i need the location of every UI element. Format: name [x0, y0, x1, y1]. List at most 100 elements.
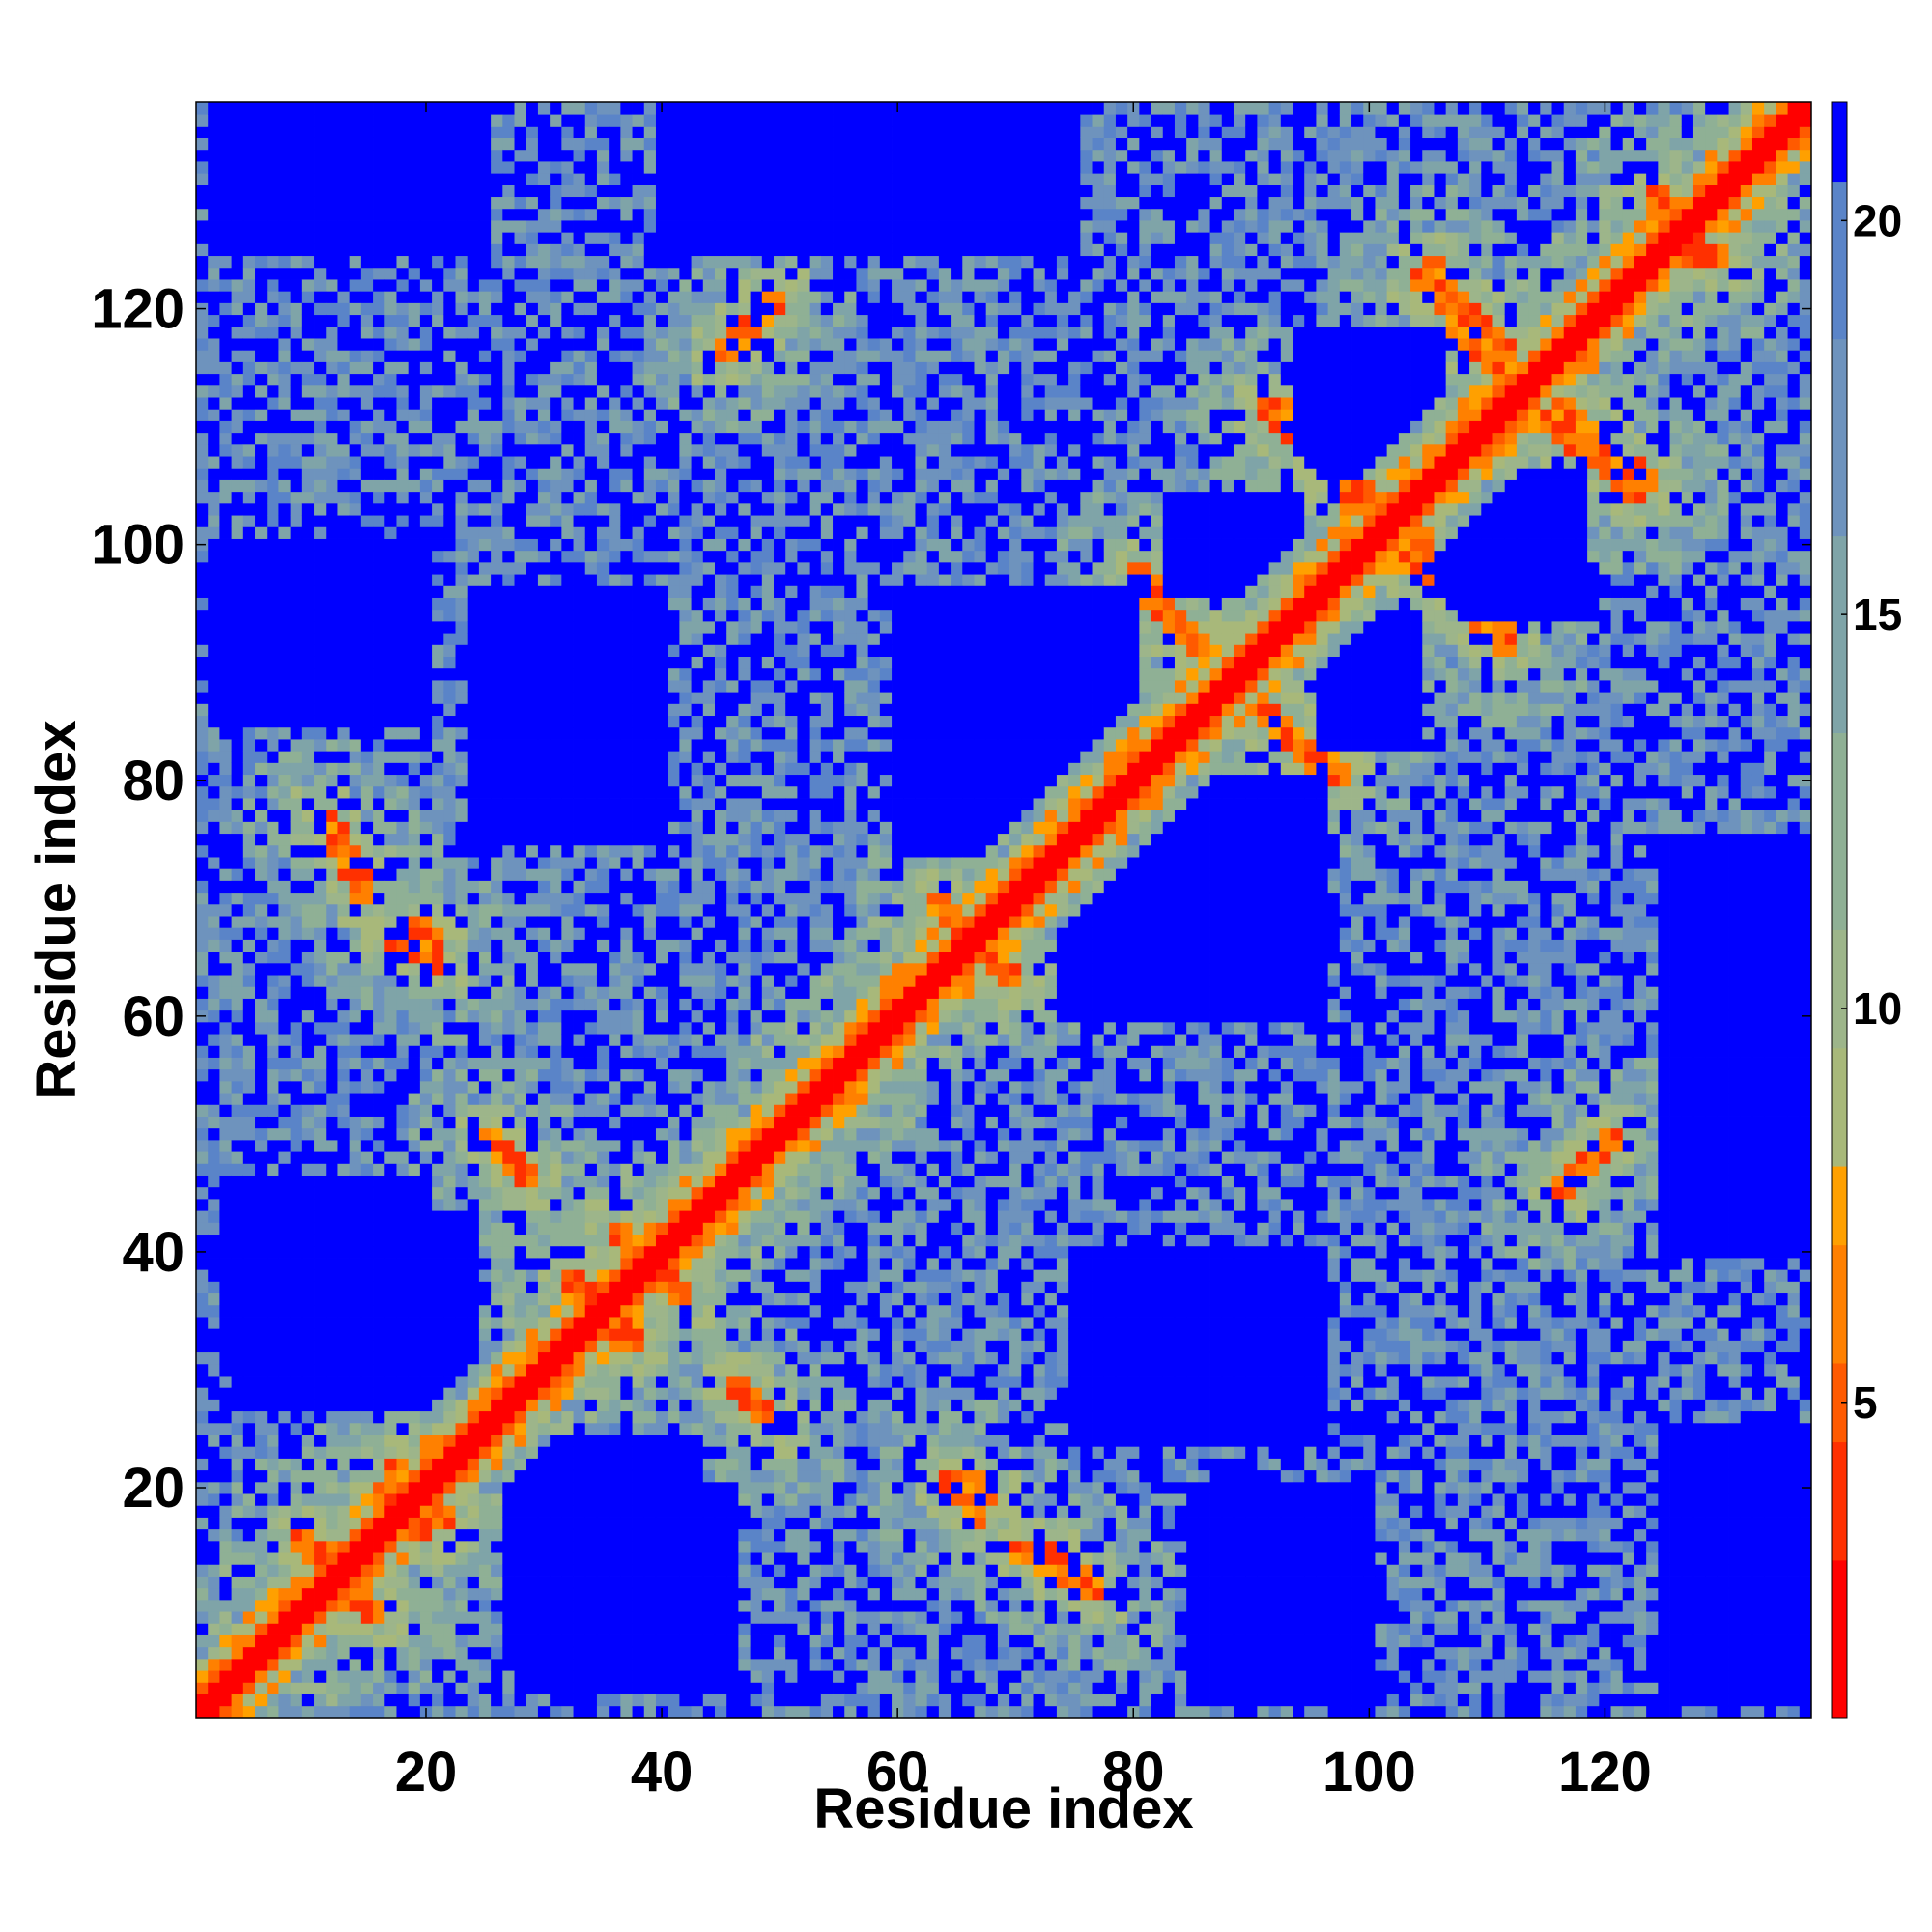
heatmap-cell — [609, 1576, 621, 1589]
heatmap-cell — [196, 986, 209, 999]
heatmap-cell — [502, 491, 515, 504]
heatmap-cell — [573, 384, 586, 398]
heatmap-cell — [408, 1009, 421, 1023]
heatmap-cell — [196, 1517, 209, 1530]
heatmap-cell — [219, 903, 233, 917]
heatmap-cell — [491, 196, 503, 210]
heatmap-cell — [396, 326, 410, 339]
heatmap-cell — [584, 1469, 598, 1483]
heatmap-cell — [443, 1116, 456, 1129]
heatmap-cell — [290, 161, 303, 174]
heatmap-cell — [537, 1093, 551, 1105]
heatmap-cell — [561, 998, 574, 1011]
heatmap-cell — [432, 892, 444, 905]
heatmap-cell — [550, 1576, 562, 1589]
heatmap-cell — [301, 1435, 315, 1447]
heatmap-cell — [290, 833, 303, 846]
heatmap-cell — [514, 1493, 527, 1506]
heatmap-cell — [467, 1658, 480, 1671]
heatmap-cell — [219, 491, 233, 504]
heatmap-cell — [408, 173, 421, 185]
heatmap-cell — [314, 821, 327, 835]
heatmap-cell — [467, 1670, 480, 1683]
heatmap-cell — [419, 821, 433, 835]
heatmap-cell — [196, 196, 209, 210]
heatmap-cell — [526, 1469, 539, 1483]
heatmap-cell — [208, 255, 220, 269]
heatmap-cell — [337, 1552, 351, 1565]
heatmap-cell — [219, 432, 233, 445]
heatmap-cell — [242, 502, 256, 516]
heatmap-cell — [219, 1163, 233, 1176]
heatmap-cell — [373, 962, 385, 976]
heatmap-cell — [620, 1057, 633, 1070]
heatmap-cell — [573, 1363, 586, 1377]
heatmap-cell — [408, 1093, 421, 1105]
heatmap-cell — [596, 361, 610, 375]
heatmap-cell — [208, 1045, 220, 1058]
heatmap-cell — [537, 868, 551, 881]
heatmap-cell — [337, 232, 351, 244]
heatmap-cell — [384, 561, 397, 575]
heatmap-cell — [396, 255, 410, 269]
heatmap-cell — [584, 1093, 598, 1105]
heatmap-cell — [514, 1340, 527, 1353]
heatmap-cell — [620, 1234, 633, 1247]
heatmap-cell — [550, 892, 562, 905]
heatmap-cell — [596, 137, 610, 151]
heatmap-cell — [231, 1458, 244, 1471]
heatmap-cell — [573, 291, 586, 303]
heatmap-cell — [396, 1481, 410, 1494]
heatmap-cell — [196, 585, 209, 598]
heatmap-cell — [537, 1528, 551, 1542]
heatmap-cell — [419, 1469, 433, 1483]
heatmap-cell — [373, 126, 385, 139]
heatmap-cell — [467, 844, 480, 858]
heatmap-cell — [584, 185, 598, 198]
heatmap-cell — [267, 916, 279, 928]
heatmap-cell — [384, 951, 397, 964]
heatmap-cell — [419, 1410, 433, 1424]
heatmap-cell — [514, 267, 527, 280]
heatmap-cell — [337, 951, 351, 964]
heatmap-cell — [373, 857, 385, 869]
heatmap-cell — [242, 703, 256, 717]
heatmap-cell — [455, 243, 469, 257]
heatmap-cell — [290, 1552, 303, 1565]
heatmap-cell — [314, 892, 327, 905]
heatmap-cell — [432, 680, 444, 693]
heatmap-cell — [526, 1139, 539, 1152]
heatmap-cell — [408, 1493, 421, 1506]
heatmap-cell — [396, 373, 410, 386]
heatmap-cell — [314, 1435, 327, 1447]
heatmap-cell — [360, 479, 374, 493]
heatmap-cell — [478, 585, 492, 598]
heatmap-cell — [242, 1658, 256, 1671]
heatmap-cell — [396, 1186, 410, 1200]
heatmap-cell — [219, 1493, 233, 1506]
heatmap-cell — [373, 1057, 385, 1070]
heatmap-cell — [242, 420, 256, 434]
heatmap-cell — [360, 314, 374, 327]
heatmap-cell — [584, 456, 598, 469]
heatmap-cell — [478, 1693, 492, 1707]
heatmap-cell — [349, 1528, 362, 1542]
heatmap-cell — [219, 468, 233, 480]
heatmap-cell — [337, 1658, 351, 1671]
heatmap-cell — [349, 916, 362, 928]
heatmap-cell — [502, 574, 515, 586]
heatmap-cell — [231, 443, 244, 457]
heatmap-cell — [360, 1458, 374, 1471]
heatmap-cell — [526, 1269, 539, 1282]
heatmap-cell — [526, 196, 539, 210]
heatmap-cell — [373, 1646, 385, 1660]
heatmap-cell — [419, 1670, 433, 1683]
heatmap-cell — [419, 1634, 433, 1648]
heatmap-cell — [301, 880, 315, 894]
heatmap-cell — [349, 420, 362, 434]
heatmap-cell — [231, 1116, 244, 1129]
heatmap-cell — [208, 656, 220, 669]
heatmap-cell — [208, 1293, 220, 1306]
heatmap-cell — [301, 126, 315, 139]
heatmap-cell — [349, 1163, 362, 1176]
